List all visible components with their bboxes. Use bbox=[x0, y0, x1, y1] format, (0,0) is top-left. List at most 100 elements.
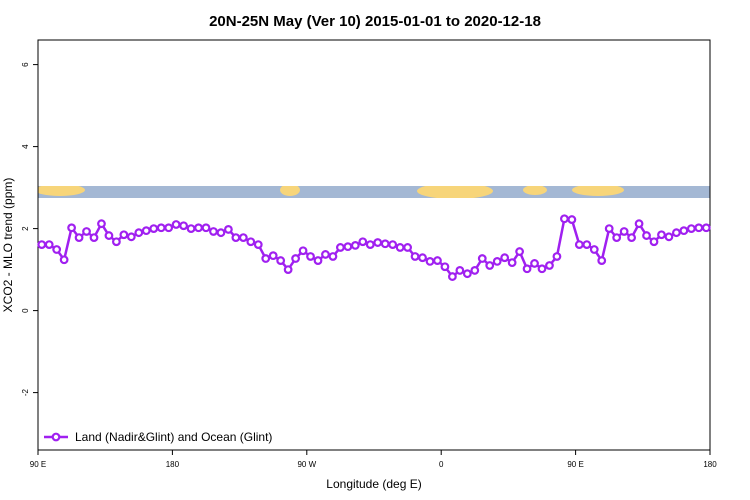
data-point bbox=[164, 223, 174, 233]
data-point bbox=[343, 242, 353, 252]
x-tick-label: 180 bbox=[703, 460, 717, 469]
data-point bbox=[44, 240, 54, 249]
data-point bbox=[500, 253, 510, 263]
data-point bbox=[507, 258, 517, 268]
data-point bbox=[253, 240, 263, 249]
data-point bbox=[612, 233, 622, 243]
data-point bbox=[477, 254, 487, 263]
x-tick-label: 0 bbox=[439, 460, 444, 469]
data-point bbox=[283, 265, 293, 275]
data-point bbox=[179, 221, 189, 231]
data-point bbox=[52, 245, 62, 254]
land bbox=[280, 186, 300, 196]
data-point bbox=[574, 240, 584, 249]
data-point bbox=[246, 237, 256, 247]
data-point bbox=[276, 256, 286, 265]
data-point bbox=[291, 254, 301, 263]
data-point bbox=[686, 224, 696, 234]
data-point bbox=[111, 237, 121, 247]
data-point bbox=[634, 219, 644, 229]
data-point bbox=[582, 240, 592, 249]
data-point bbox=[492, 257, 502, 266]
data-point bbox=[701, 223, 711, 233]
land bbox=[417, 186, 493, 198]
data-point bbox=[462, 269, 472, 279]
data-point bbox=[567, 215, 577, 224]
legend-label: Land (Nadir&Glint) and Ocean (Glint) bbox=[75, 430, 272, 444]
data-point bbox=[545, 261, 554, 270]
map-strip bbox=[38, 186, 710, 198]
legend-marker bbox=[51, 432, 61, 442]
data-point bbox=[395, 243, 405, 252]
data-point bbox=[126, 232, 136, 242]
data-point bbox=[433, 256, 442, 265]
data-point bbox=[515, 247, 524, 256]
data-point bbox=[171, 220, 181, 229]
data-point bbox=[522, 264, 532, 274]
data-point bbox=[89, 233, 99, 243]
data-point bbox=[672, 228, 681, 238]
data-point bbox=[448, 272, 457, 281]
chart-title: 20N-25N May (Ver 10) 2015-01-01 to 2020-… bbox=[209, 13, 541, 30]
data-point bbox=[664, 232, 674, 242]
data-point bbox=[209, 227, 218, 236]
data-point bbox=[194, 223, 203, 233]
data-point bbox=[597, 256, 607, 265]
y-tick-label: 4 bbox=[21, 144, 30, 149]
data-point bbox=[380, 239, 390, 249]
data-point bbox=[350, 241, 360, 250]
data-point bbox=[694, 223, 704, 233]
data-point bbox=[373, 238, 383, 247]
land bbox=[572, 186, 624, 196]
data-point bbox=[328, 252, 338, 261]
data-point bbox=[231, 233, 241, 243]
x-tick-label: 180 bbox=[166, 460, 180, 469]
data-point bbox=[418, 253, 427, 263]
data-point bbox=[67, 223, 76, 233]
data-point bbox=[268, 251, 278, 261]
land bbox=[38, 186, 85, 196]
data-point bbox=[141, 226, 151, 236]
data-point bbox=[403, 243, 413, 252]
y-axis-label: XCO2 - MLO trend (ppm) bbox=[1, 178, 15, 313]
data-point bbox=[97, 219, 106, 229]
data-point bbox=[530, 259, 539, 268]
data-point bbox=[537, 264, 547, 274]
data-point bbox=[186, 224, 196, 234]
data-point bbox=[649, 237, 659, 247]
data-point bbox=[134, 228, 144, 238]
data-point bbox=[440, 262, 450, 272]
data-point bbox=[82, 227, 91, 236]
data-point bbox=[37, 240, 47, 249]
data-point bbox=[216, 228, 226, 238]
land bbox=[523, 186, 547, 195]
data-point bbox=[552, 252, 562, 261]
data-point bbox=[358, 237, 368, 247]
data-point bbox=[149, 224, 159, 234]
data-point bbox=[560, 214, 569, 224]
data-point bbox=[119, 230, 129, 240]
data-point bbox=[388, 240, 398, 249]
data-point bbox=[74, 233, 84, 243]
data-point bbox=[298, 246, 308, 256]
data-point bbox=[589, 245, 599, 254]
data-point bbox=[238, 233, 248, 243]
data-point bbox=[657, 230, 666, 240]
x-tick-label: 90 W bbox=[297, 460, 316, 469]
data-point bbox=[619, 227, 629, 236]
data-point bbox=[59, 255, 69, 265]
data-point bbox=[306, 252, 315, 261]
data-point bbox=[455, 266, 465, 275]
data-point bbox=[470, 266, 480, 275]
data-point bbox=[485, 261, 495, 270]
data-point bbox=[679, 226, 689, 236]
data-point bbox=[627, 233, 636, 243]
data-point bbox=[604, 224, 614, 234]
data-point bbox=[410, 252, 420, 261]
x-tick-label: 90 E bbox=[567, 460, 583, 469]
data-point bbox=[156, 223, 166, 233]
data-point bbox=[321, 250, 330, 259]
data-point bbox=[336, 243, 345, 252]
data-point bbox=[261, 254, 271, 263]
